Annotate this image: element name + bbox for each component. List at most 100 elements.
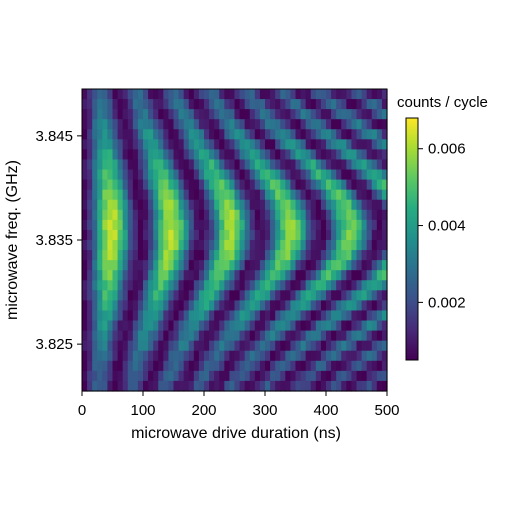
heatmap-cell (356, 250, 363, 261)
heatmap-cell (143, 290, 149, 301)
heatmap-cell (346, 380, 353, 392)
heatmap-cell (326, 270, 332, 281)
heatmap-cell (148, 199, 154, 211)
heatmap-cell (244, 360, 251, 372)
heatmap-cell (326, 219, 332, 231)
heatmap-cell (209, 219, 215, 231)
heatmap-cell (265, 129, 271, 140)
heatmap-cell (132, 139, 139, 150)
heatmap-cell (381, 350, 388, 362)
heatmap-cell (305, 179, 312, 191)
heatmap-cell (153, 139, 159, 150)
heatmap-cell (290, 199, 297, 211)
heatmap-cell (173, 229, 180, 241)
heatmap-cell (290, 229, 297, 241)
heatmap-cell (270, 280, 276, 291)
heatmap-cell (305, 290, 312, 301)
heatmap-cell (158, 99, 164, 110)
heatmap-cell (326, 119, 332, 130)
heatmap-cell (143, 280, 149, 291)
heatmap-cell (198, 159, 205, 171)
heatmap-cell (209, 360, 215, 372)
heatmap-cell (356, 340, 363, 352)
heatmap-cell (173, 119, 180, 130)
heatmap-cell (371, 270, 378, 281)
heatmap-cell (259, 270, 266, 281)
heatmap-cell (300, 199, 307, 211)
heatmap-cell (290, 270, 297, 281)
heatmap-cell (300, 320, 307, 332)
heatmap-cell (137, 179, 144, 191)
heatmap-cell (132, 169, 139, 181)
heatmap-cell (224, 280, 231, 291)
heatmap-cell (331, 270, 337, 281)
heatmap-cell (158, 229, 164, 241)
heatmap-cell (168, 169, 175, 181)
heatmap-cell (224, 350, 231, 362)
heatmap-cell (259, 350, 266, 362)
heatmap-cell (265, 159, 271, 171)
heatmap-cell (295, 240, 302, 251)
heatmap-cell (371, 340, 378, 352)
heatmap-cell (137, 99, 144, 110)
heatmap-cell (173, 360, 180, 372)
heatmap-cell (280, 310, 286, 322)
heatmap-cell (188, 260, 195, 271)
heatmap-cell (224, 89, 231, 100)
heatmap-cell (107, 209, 114, 221)
heatmap-cell (132, 340, 139, 352)
heatmap-cell (239, 280, 246, 291)
heatmap-cell (143, 119, 149, 130)
heatmap-cell (341, 139, 347, 150)
heatmap-cell (229, 310, 236, 322)
heatmap-cell (234, 189, 241, 201)
heatmap-cell (356, 360, 363, 372)
heatmap-cell (259, 360, 266, 372)
heatmap-cell (351, 219, 358, 231)
heatmap-cell (326, 360, 332, 372)
heatmap-cell (183, 290, 190, 301)
heatmap-cell (122, 149, 129, 161)
heatmap-cell (143, 169, 149, 181)
heatmap-cell (219, 219, 225, 231)
heatmap-cell (295, 380, 302, 392)
heatmap-cell (366, 159, 373, 171)
heatmap-cell (168, 290, 175, 301)
heatmap-cell (326, 149, 332, 161)
heatmap-cell (270, 119, 276, 130)
heatmap-cell (320, 310, 327, 322)
heatmap-cell (204, 350, 210, 362)
heatmap-cell (290, 260, 297, 271)
heatmap-cell (310, 380, 317, 392)
heatmap-cell (295, 189, 302, 201)
heatmap-cell (198, 229, 205, 241)
heatmap-cell (265, 280, 271, 291)
heatmap-cell (376, 89, 383, 100)
heatmap-cell (224, 209, 231, 221)
heatmap-cell (290, 129, 297, 140)
heatmap-cell (137, 229, 144, 241)
heatmap-cell (183, 159, 190, 171)
heatmap-cell (259, 189, 266, 201)
heatmap-cell (376, 119, 383, 130)
heatmap-cell (127, 380, 134, 392)
heatmap-cell (331, 380, 337, 392)
heatmap-cell (102, 340, 109, 352)
heatmap-cell (381, 320, 388, 332)
heatmap-cell (143, 189, 149, 201)
heatmap-cell (82, 290, 88, 301)
heatmap-cell (188, 270, 195, 281)
heatmap-cell (132, 310, 139, 322)
heatmap-cell (204, 380, 210, 392)
heatmap-cell (158, 159, 164, 171)
heatmap-cell (117, 350, 124, 362)
heatmap-cell (82, 149, 88, 161)
heatmap-cell (178, 169, 185, 181)
heatmap-cell (336, 270, 342, 281)
heatmap-cell (92, 179, 98, 191)
heatmap-cell (158, 199, 164, 211)
heatmap-cell (346, 149, 353, 161)
heatmap-cell (153, 370, 159, 382)
heatmap-cell (305, 310, 312, 322)
heatmap-cell (82, 250, 88, 261)
